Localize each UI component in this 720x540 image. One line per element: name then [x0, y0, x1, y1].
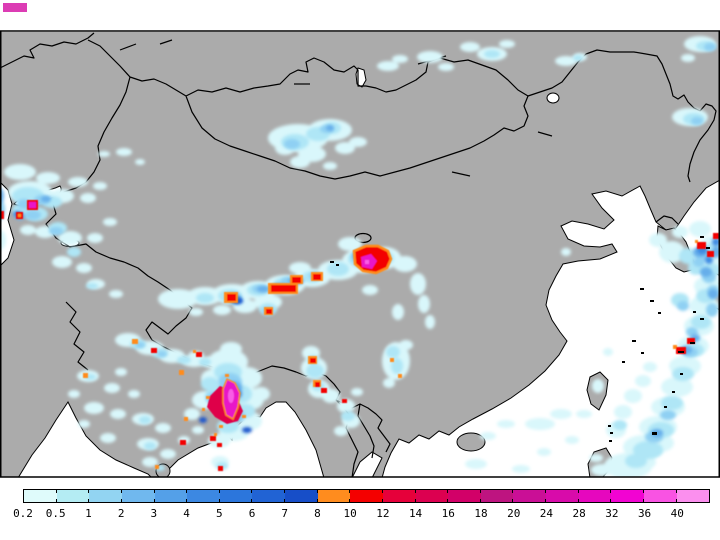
legend-label: 14 — [408, 507, 423, 520]
legend-color-cell — [545, 490, 579, 502]
legend-color-cell — [186, 490, 220, 502]
legend-label: 36 — [637, 507, 652, 520]
legend-color-cell — [577, 490, 612, 502]
legend-label: 0.2 — [13, 507, 33, 520]
legend-color-cell — [55, 490, 90, 502]
legend-color-cell — [381, 490, 416, 502]
legend-label: 8 — [314, 507, 321, 520]
legend-label: 2 — [117, 507, 125, 520]
legend-color-cell — [120, 490, 155, 502]
legend-color-cell — [251, 490, 285, 502]
legend-color-cell — [349, 490, 383, 502]
legend-label: 40 — [670, 507, 684, 520]
legend-color-cell — [218, 490, 253, 502]
legend-color-cell — [284, 490, 318, 502]
legend-label: 4 — [183, 507, 190, 520]
legend-label: 5 — [215, 507, 223, 520]
legend-label: 28 — [572, 507, 586, 520]
legend-color-cell — [88, 490, 122, 502]
legend-label: 32 — [605, 507, 619, 520]
legend-color-cell — [642, 490, 677, 502]
top-left-marker — [3, 3, 27, 12]
legend-color-cell — [610, 490, 644, 502]
legend-color-cell — [479, 490, 514, 502]
legend-label: 12 — [376, 507, 390, 520]
legend-label: 20 — [507, 507, 521, 520]
legend-labels: 0.2 0.5 1 2 3 4 5 6 7 8 10 12 14 16 18 20 24 28 32 36 40 — [13, 507, 710, 521]
legend-colorbar — [23, 489, 710, 503]
legend-label: 7 — [281, 507, 289, 520]
legend-color-cell — [24, 490, 57, 502]
legend-label: 6 — [248, 507, 256, 520]
legend-color-cell — [153, 490, 188, 502]
legend-color-cell — [512, 490, 546, 502]
legend-color-cell — [414, 490, 449, 502]
legend-color-cell — [316, 490, 351, 502]
legend-label: 1 — [85, 507, 92, 520]
legend-label: 3 — [150, 507, 158, 520]
legend-label: 16 — [441, 507, 455, 520]
legend-label: 0.5 — [45, 507, 66, 520]
legend-label: 24 — [539, 507, 554, 520]
legend-color-cell — [675, 490, 710, 502]
legend-label: 18 — [474, 507, 488, 520]
legend-label: 10 — [343, 507, 357, 520]
legend-color-cell — [447, 490, 481, 502]
